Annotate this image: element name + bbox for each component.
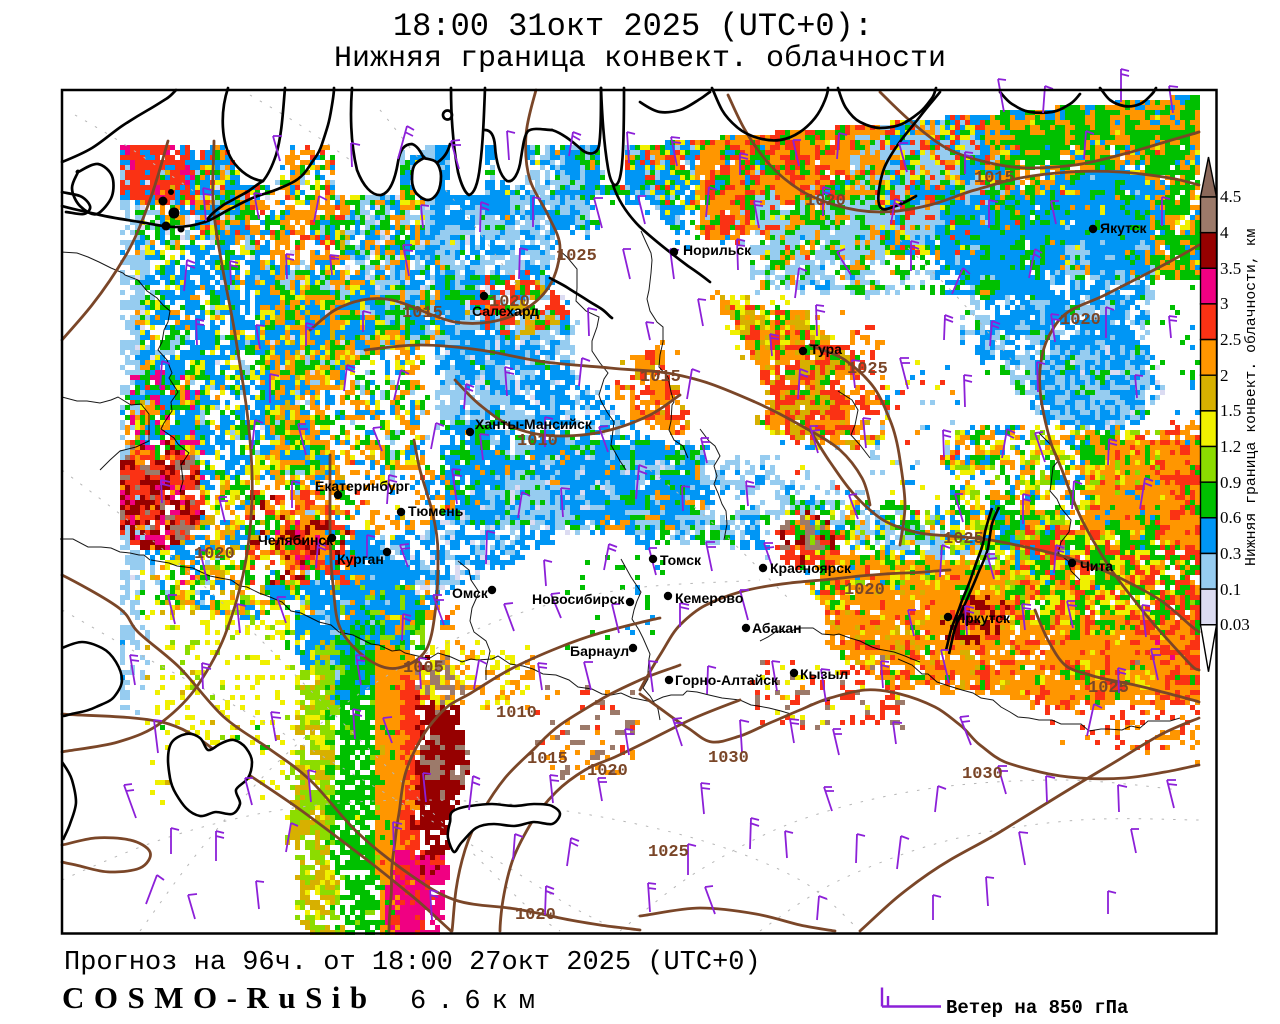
svg-text:Ветер на 850 гПа: Ветер на 850 гПа	[946, 997, 1128, 1019]
svg-text:1010: 1010	[517, 432, 558, 451]
svg-text:Челябинск: Челябинск	[258, 532, 334, 548]
svg-text:0.6: 0.6	[1220, 508, 1241, 527]
svg-text:1025: 1025	[556, 247, 597, 266]
svg-text:Екатеринбург: Екатеринбург	[315, 478, 410, 494]
svg-text:Кемерово: Кемерово	[675, 590, 743, 606]
svg-text:Томск: Томск	[660, 552, 702, 568]
svg-text:Новосибирск: Новосибирск	[532, 591, 625, 607]
svg-text:Барнаул: Барнаул	[570, 643, 629, 659]
svg-text:Курган: Курган	[337, 551, 384, 567]
svg-text:1020: 1020	[1060, 311, 1101, 330]
svg-text:Тюмень: Тюмень	[408, 503, 464, 519]
svg-text:1020: 1020	[805, 192, 846, 211]
svg-text:1020: 1020	[489, 293, 530, 312]
svg-text:0.9: 0.9	[1220, 473, 1241, 492]
svg-text:1015: 1015	[640, 368, 681, 387]
svg-text:Нижняя граница конвект. облачн: Нижняя граница конвект. облачности, км	[1243, 228, 1260, 566]
svg-text:Нижняя граница конвект. облачн: Нижняя граница конвект. облачности	[334, 42, 946, 76]
svg-text:Норильск: Норильск	[683, 242, 752, 258]
svg-text:1020: 1020	[587, 762, 628, 781]
svg-text:1025: 1025	[648, 843, 689, 862]
svg-text:0.1: 0.1	[1220, 580, 1241, 599]
svg-text:4: 4	[1220, 223, 1229, 242]
svg-text:1025: 1025	[943, 530, 984, 549]
svg-text:4.5: 4.5	[1220, 187, 1241, 206]
svg-text:1.5: 1.5	[1220, 401, 1241, 420]
svg-text:Иркутск: Иркутск	[955, 610, 1011, 626]
svg-text:0.03: 0.03	[1220, 615, 1250, 634]
svg-text:1025: 1025	[847, 360, 888, 379]
svg-text:1010: 1010	[496, 704, 537, 723]
svg-text:3.5: 3.5	[1220, 259, 1241, 278]
svg-text:1020: 1020	[515, 906, 556, 925]
svg-text:Якутск: Якутск	[1100, 220, 1147, 236]
svg-text:2.5: 2.5	[1220, 330, 1241, 349]
svg-text:3: 3	[1220, 294, 1229, 313]
svg-text:0.3: 0.3	[1220, 544, 1241, 563]
svg-text:1015: 1015	[402, 304, 443, 323]
svg-text:1020: 1020	[194, 545, 235, 564]
svg-text:18:00 31окт 2025 (UTC+0):: 18:00 31окт 2025 (UTC+0):	[393, 8, 873, 45]
svg-text:1015: 1015	[527, 750, 568, 769]
svg-text:Ханты-Мансийск: Ханты-Мансийск	[475, 416, 593, 432]
svg-text:Красноярск: Красноярск	[770, 560, 852, 576]
svg-text:1015: 1015	[974, 169, 1015, 188]
svg-text:1030: 1030	[708, 749, 749, 768]
svg-text:1020: 1020	[844, 581, 885, 600]
svg-text:Омск: Омск	[452, 585, 489, 601]
svg-text:6.6км: 6.6км	[410, 987, 546, 1017]
svg-text:Салехард: Салехард	[472, 303, 539, 319]
svg-text:1.2: 1.2	[1220, 437, 1241, 456]
svg-text:1025: 1025	[1088, 679, 1129, 698]
svg-text:Абакан: Абакан	[752, 620, 802, 636]
svg-text:2: 2	[1220, 366, 1229, 385]
svg-text:1005: 1005	[403, 659, 444, 678]
svg-text:Горно-Алтайск: Горно-Алтайск	[675, 672, 779, 688]
svg-text:Чита: Чита	[1080, 558, 1113, 574]
svg-text:Прогноз на 96ч. от 18:00 27окт: Прогноз на 96ч. от 18:00 27окт 2025 (UTC…	[64, 948, 761, 978]
svg-text:1030: 1030	[962, 765, 1003, 784]
svg-text:Тура: Тура	[810, 341, 842, 357]
svg-text:COSMO-RuSib: COSMO-RuSib	[62, 980, 377, 1015]
svg-text:Кызыл: Кызыл	[800, 666, 848, 682]
